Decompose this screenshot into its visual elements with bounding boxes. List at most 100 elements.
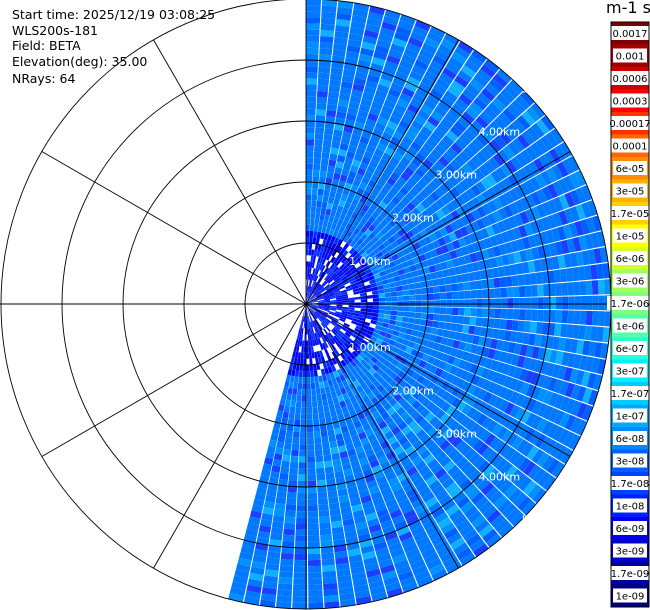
gate-cell [336,568,351,577]
gate-cell [326,277,333,283]
gate-cell [320,314,327,319]
gate-cell [439,72,454,85]
gate-cell [498,386,509,399]
gate-cell [240,545,255,555]
gate-cell [326,478,336,486]
gate-cell [538,154,551,170]
gate-cell [580,371,591,387]
gate-cell [531,309,538,322]
gate-cell [502,145,515,160]
gate-cell [539,258,548,272]
gate-cell [303,316,305,323]
gate-cell [317,188,324,196]
gate-cell [561,310,569,324]
gate-cell [521,442,534,457]
gate-cell [452,299,459,308]
gate-cell [429,26,446,39]
gate-cell [358,103,371,113]
gate-cell [530,206,541,221]
gate-cell [319,48,333,56]
gate-cell [366,479,378,489]
gate-cell [559,380,570,396]
gate-cell [344,270,351,276]
gate-cell [312,237,317,244]
gate-cell [332,421,341,429]
gate-cell [336,239,343,247]
gate-cell [356,201,365,210]
gate-cell [311,280,315,287]
gate-cell [336,332,343,338]
gate-cell [396,525,411,537]
gate-cell [306,328,308,335]
gate-cell [438,139,451,151]
gate-cell [385,93,399,104]
gate-cell [293,566,308,573]
colorbar-label-bg [613,453,647,468]
gate-cell [317,306,324,310]
gate-cell [380,440,391,450]
colorbar-label: 1e-06 [616,322,645,333]
gate-cell [465,83,481,97]
gate-cell [306,47,319,55]
gate-cell [351,159,361,168]
gate-cell [425,216,435,226]
gate-cell [311,299,318,302]
gate-cell [500,88,515,104]
gate-cell [367,215,376,224]
gate-cell [399,273,407,281]
gate-cell [312,274,316,281]
gate-cell [414,114,427,126]
gate-cell [458,307,465,316]
gate-cell [347,346,355,353]
gate-cell [411,498,425,509]
gate-cell [372,388,381,397]
gate-cell [378,78,392,88]
gate-cell [317,298,324,302]
gate-cell [457,167,469,179]
gate-cell [431,447,444,459]
gate-cell [314,449,323,457]
gate-cell [321,0,338,7]
gate-cell [436,328,444,337]
gate-cell [370,62,384,73]
gate-cell [396,336,404,344]
gate-cell [421,209,431,220]
gate-cell [374,45,390,55]
gate-cell [324,122,335,130]
gate-cell [512,118,526,134]
gate-cell [296,345,300,353]
gate-cell [413,343,421,351]
gate-cell [297,339,301,347]
gate-cell [329,153,338,161]
gate-cell [299,431,307,439]
ray [306,90,535,304]
gate-cell [302,322,305,329]
gate-cell [355,277,363,283]
gate-cell [320,289,327,295]
gate-cell [408,435,420,446]
gate-cell [455,206,466,218]
gate-cell [296,505,307,512]
gate-cell [336,304,343,307]
gate-cell [431,568,448,581]
gate-cell [326,333,332,340]
gate-cell [320,271,325,278]
gate-cell [353,227,361,236]
gate-cell [349,232,357,241]
gate-cell [309,364,314,371]
gate-cell [348,277,356,283]
ray [306,246,609,304]
gate-cell [404,81,418,93]
gate-cell [368,383,377,392]
gate-cell [408,492,422,504]
gate-cell [524,427,536,442]
ray [306,304,476,566]
gate-cell [374,276,382,283]
gate-cell [307,523,319,530]
gate-cell [326,347,332,354]
header-nrays: NRays: 64 [12,71,76,86]
gate-cell [330,321,337,327]
gate-cell [523,321,532,333]
gate-cell [596,326,604,342]
header-field: Field: BETA [12,38,81,53]
